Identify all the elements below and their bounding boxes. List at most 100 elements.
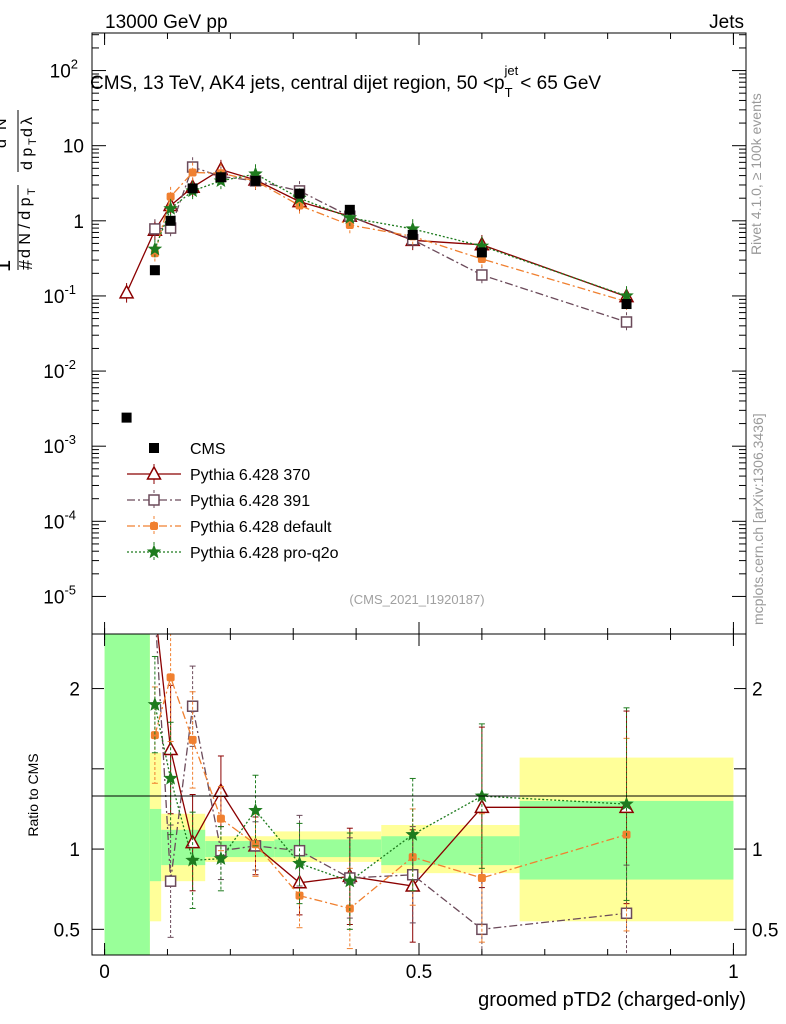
ratio-point-3-7 — [405, 826, 420, 841]
cms-point-6 — [294, 188, 305, 199]
cms-point-3 — [187, 183, 198, 194]
ratio-tick-right-0: 0.5 — [752, 920, 778, 941]
legend-marker-1 — [146, 465, 162, 480]
ratio-tick-left-2: 2 — [69, 680, 80, 701]
series-point-0-0 — [118, 284, 135, 299]
ratio-point-2-0 — [150, 731, 159, 740]
ratio-y-label: Ratio to CMS — [25, 753, 41, 836]
legend-marker-0 — [149, 443, 159, 453]
legend-marker-3 — [150, 522, 158, 530]
chart-title: CMS, 13 TeV, AK4 jets, central dijet reg… — [90, 63, 601, 100]
legend-label-2: Pythia 6.428 391 — [190, 493, 310, 510]
legend: CMS Pythia 6.428 370 Pythia 6.428 391 Pythi… — [127, 441, 339, 562]
ratio-point-3-1 — [163, 770, 178, 785]
cms-point-1 — [149, 265, 160, 276]
ratio-point-3-5 — [292, 855, 307, 870]
x-tick-label-0: 0 — [99, 962, 110, 983]
cms-point-0 — [121, 412, 132, 423]
band-inner-1 — [149, 808, 162, 882]
cms-point-9 — [476, 247, 487, 258]
ratio-tick-right-2: 2 — [752, 680, 763, 701]
series-line-2 — [154, 171, 627, 303]
ratio-point-2-8 — [477, 873, 486, 882]
ratio-point-2-7 — [408, 853, 417, 862]
y-tick-label-2: 10-3 — [43, 432, 76, 458]
header-right: Jets — [709, 12, 744, 33]
series-point-3-0 — [147, 241, 163, 256]
series-point-1-0 — [149, 223, 161, 235]
legend-item-1: Pythia 6.428 370 — [127, 464, 310, 484]
ratio-tick-left-0: 0.5 — [54, 920, 80, 941]
ratio-point-3-6 — [342, 873, 358, 888]
ratio-point-2-3 — [216, 814, 225, 823]
y-tick-label-7: 102 — [50, 57, 78, 83]
ratio-point-3-2 — [185, 852, 200, 867]
svg-text:d: d — [19, 128, 36, 137]
ratio-point-1-0 — [150, 603, 160, 613]
series-line-3 — [154, 173, 627, 297]
series-point-2-1 — [166, 192, 175, 201]
axis-ticks: 0 0.5 1 10-5 10-4 10-3 10-2 10-1 1 10 102 0.5 0.5 1 1 2… — [43, 33, 778, 983]
legend-item-0: CMS — [149, 441, 226, 458]
y-tick-label-1: 10-4 — [43, 507, 76, 533]
mcplots-label: mcplots.cern.ch [arXiv:1306.3436] — [750, 413, 766, 625]
y-tick-label-3: 10-2 — [43, 357, 76, 383]
x-axis-label: groomed pTD2 (charged-only) — [478, 989, 746, 1011]
series-line-1 — [154, 166, 627, 323]
ratio-point-3-9 — [619, 796, 634, 811]
legend-item-4: Pythia 6.428 pro-q2o — [127, 542, 339, 562]
ratio-line-3 — [154, 704, 627, 882]
ratio-tick-left-1: 1 — [69, 840, 80, 861]
legend-label-0: CMS — [190, 441, 226, 458]
ratio-point-2-2 — [188, 735, 197, 744]
x-tick-label-2: 1 — [728, 962, 739, 983]
cms-point-5 — [250, 175, 261, 186]
header-left: 13000 GeV pp — [105, 12, 228, 33]
legend-item-2: Pythia 6.428 391 — [127, 490, 310, 510]
y-tick-label-5: 1 — [73, 212, 84, 233]
svg-text:λ: λ — [19, 117, 36, 125]
ratio-uncertainty-bands — [104, 634, 734, 955]
cms-point-4 — [215, 172, 226, 183]
series-point-1-8 — [476, 269, 488, 281]
legend-marker-2 — [148, 494, 160, 506]
svg-text:d p: d p — [19, 148, 36, 170]
series-point-1-9 — [620, 316, 633, 328]
series-point-3-9 — [619, 288, 634, 303]
svg-text:T: T — [26, 188, 38, 195]
y-tick-label-0: 10-5 — [43, 582, 76, 608]
svg-text:d: d — [0, 139, 10, 148]
ratio-point-0-1 — [148, 601, 161, 613]
ratio-tick-right-1: 1 — [752, 840, 763, 861]
legend-label-1: Pythia 6.428 370 — [190, 467, 310, 484]
analysis-id: (CMS_2021_I1920187) — [349, 592, 484, 607]
ratio-point-1-9 — [620, 907, 633, 920]
legend-marker-4 — [146, 544, 162, 559]
legend-label-3: Pythia 6.428 default — [190, 519, 332, 536]
y-tick-label-4: 10-1 — [43, 282, 76, 308]
ratio-point-1-1 — [164, 875, 177, 887]
x-tick-label-1: 0.5 — [406, 962, 432, 983]
cms-point-7 — [344, 204, 355, 215]
svg-text:N: N — [0, 118, 10, 130]
svg-text:d N / d p: d N / d p — [17, 197, 34, 258]
main-panel-series — [118, 157, 635, 423]
ratio-panel-series — [147, 601, 635, 955]
series-point-3-1 — [163, 201, 178, 215]
series-line-0 — [126, 168, 627, 298]
ratio-point-3-4 — [248, 802, 263, 817]
svg-text:T: T — [27, 138, 39, 145]
series-point-3-6 — [342, 210, 358, 224]
band-inner-4 — [274, 839, 382, 858]
main-panel-frame — [91, 32, 747, 635]
band-inner-5 — [381, 836, 520, 866]
cms-point-2 — [165, 215, 176, 226]
y-axis-label: # d N / d p T 1 d p T d λ d 2 N # — [0, 110, 39, 272]
ratio-point-3-3 — [213, 851, 229, 865]
cms-point-8 — [407, 229, 418, 240]
svg-text:2: 2 — [0, 131, 2, 137]
svg-text:#: # — [16, 260, 36, 270]
y-tick-label-6: 10 — [63, 137, 84, 158]
legend-label-4: Pythia 6.428 pro-q2o — [190, 545, 339, 562]
